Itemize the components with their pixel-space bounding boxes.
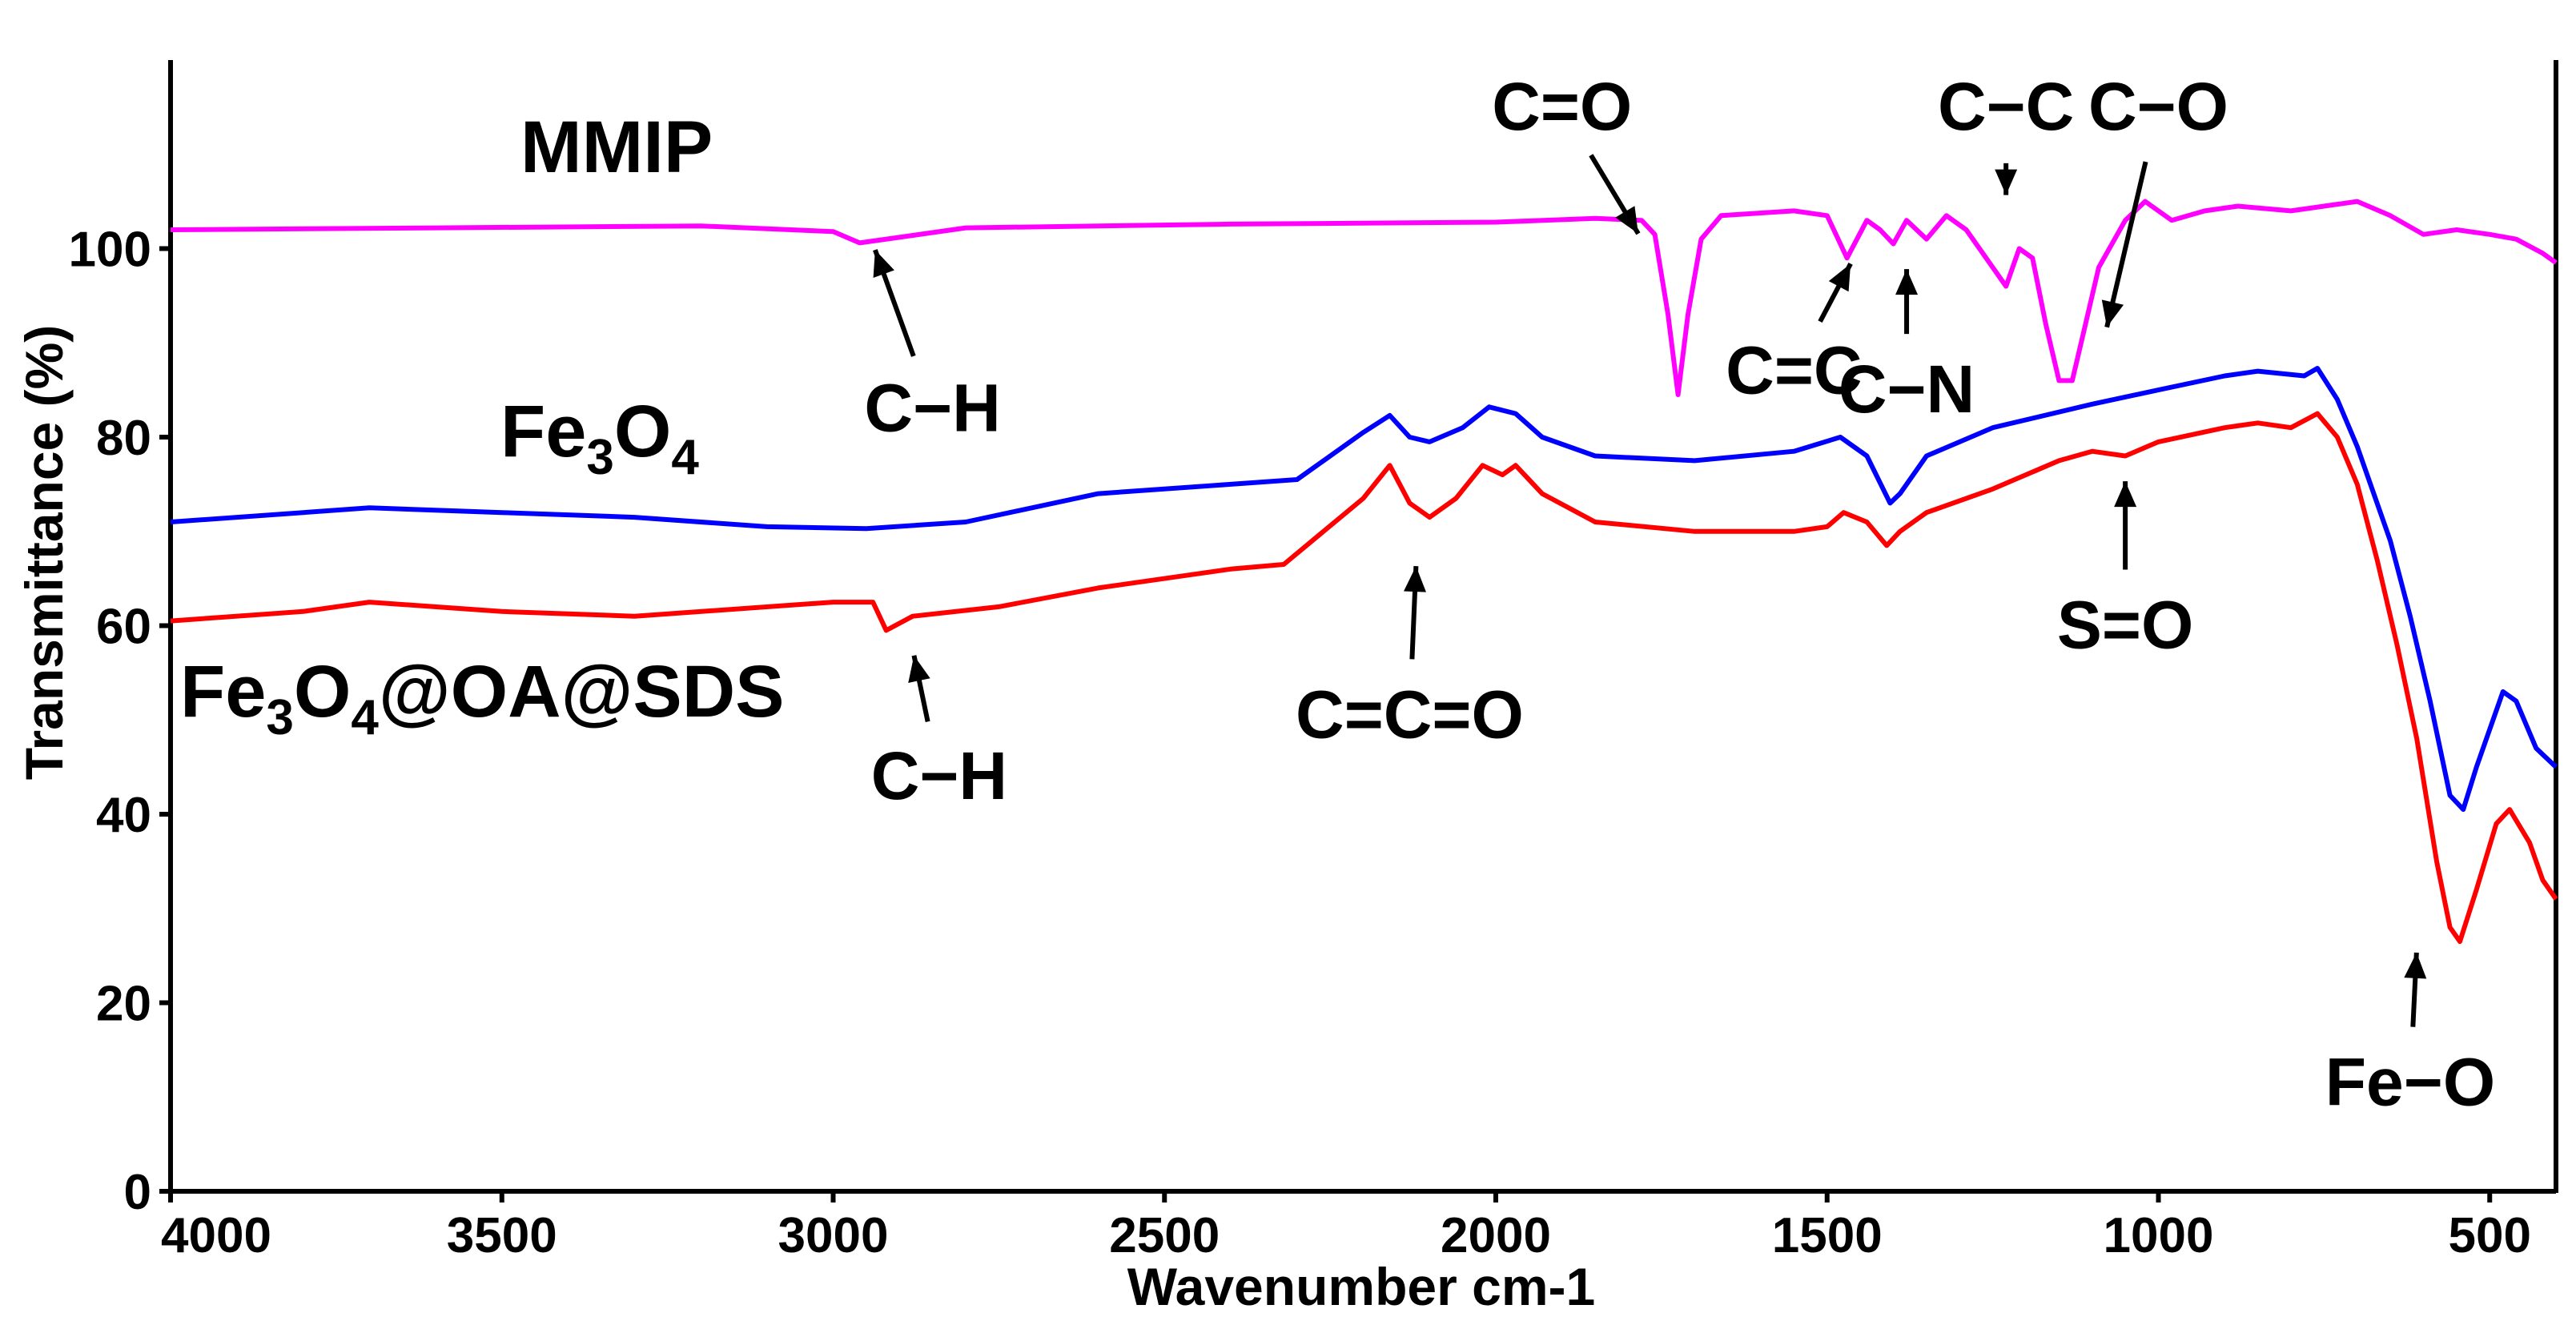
series-line-fe3o4-oa-sds xyxy=(170,411,2558,944)
annotation-feo-label: Fe−O xyxy=(2325,1045,2495,1120)
y-ticks: 0 20 40 60 80 100 xyxy=(69,223,171,1220)
annotation-cn-arrowhead xyxy=(1895,269,1919,295)
x-axis-title: Wavenumber cm-1 xyxy=(1127,1257,1595,1316)
series-label-sds-o: O xyxy=(294,651,352,733)
annotation-ch-sds-label: C−H xyxy=(871,738,1007,813)
series-line-fe3o4 xyxy=(170,366,2558,813)
series-lines xyxy=(170,199,2558,944)
y-tick-label: 0 xyxy=(124,1165,151,1220)
y-tick-label: 40 xyxy=(96,788,151,843)
y-axis-title: Transmittance (%) xyxy=(14,325,74,780)
annotation-cc-double-arrowhead xyxy=(1828,263,1851,292)
annotation-co-single-label: C−O xyxy=(2088,69,2228,144)
x-tick-label: 3500 xyxy=(447,1208,557,1263)
series-label-fe3o4: Fe3O4 xyxy=(500,391,699,485)
series-label-fe3o4-o: O xyxy=(614,391,672,472)
series-label-fe3o4-sub3: 3 xyxy=(586,430,613,485)
annotation-so-label: S=O xyxy=(2057,588,2193,663)
annotation-ch-mmip-arrowhead xyxy=(873,250,894,278)
y-tick-label: 60 xyxy=(96,600,151,655)
x-tick-label: 2000 xyxy=(1441,1208,1551,1263)
x-tick-label: 500 xyxy=(2449,1208,2531,1263)
series-label-sds-fe: Fe xyxy=(180,651,266,733)
y-tick-label: 100 xyxy=(69,223,151,278)
annotation-so-arrowhead xyxy=(2114,481,2137,508)
annotation-co-single-arrow xyxy=(2104,161,2148,328)
annotation-cco-label: C=C=O xyxy=(1296,677,1524,752)
y-tick-label: 20 xyxy=(96,977,151,1032)
annotation-cn-label: C−N xyxy=(1839,351,1975,427)
annotation-cc-single-label: C−C xyxy=(1938,69,2074,144)
annotation-co-single-arrowhead xyxy=(2101,299,2124,327)
annotation-co-double-arrowhead xyxy=(1615,206,1638,234)
x-tick-label: 1500 xyxy=(1772,1208,1883,1263)
series-label-fe3o4-fe: Fe xyxy=(500,391,586,472)
x-tick-label: 2500 xyxy=(1109,1208,1220,1263)
series-label-mmip-text: MMIP xyxy=(520,106,713,188)
annotation-ch-sds-arrowhead xyxy=(908,655,930,683)
x-tick-label: 1000 xyxy=(2104,1208,2214,1263)
series-label-fe3o4-oa-sds: Fe3O4@OA@SDS xyxy=(180,651,785,745)
annotations: C−H C=O C=CC−N C−C C−O C=C=O S=O C−H Fe−O xyxy=(864,69,2495,1120)
x-tick-label: 4000 xyxy=(161,1208,271,1263)
series-label-sds-tail: @OA@SDS xyxy=(379,651,785,733)
series-label-sds-sub4: 4 xyxy=(351,690,379,745)
y-tick-label: 80 xyxy=(96,411,151,466)
annotation-cc-single-arrowhead xyxy=(1995,169,2018,195)
annotation-ch-mmip-label: C−H xyxy=(864,371,1000,446)
series-label-mmip: MMIP xyxy=(520,106,713,188)
annotation-cco-arrowhead xyxy=(1404,566,1426,592)
annotation-co-double-label: C=O xyxy=(1492,69,1632,144)
plot-area xyxy=(168,60,2558,1194)
series-label-sds-sub3: 3 xyxy=(266,690,293,745)
series-label-fe3o4-sub4: 4 xyxy=(671,430,699,485)
series-line-mmip xyxy=(170,199,2558,397)
x-tick-label: 3000 xyxy=(778,1208,889,1263)
annotation-feo-arrowhead xyxy=(2404,952,2427,979)
x-ticks: 4000 3500 3000 2500 2000 1500 1000 500 xyxy=(161,1191,2531,1263)
annotation-cc-double-label: C=C xyxy=(1726,333,1862,408)
